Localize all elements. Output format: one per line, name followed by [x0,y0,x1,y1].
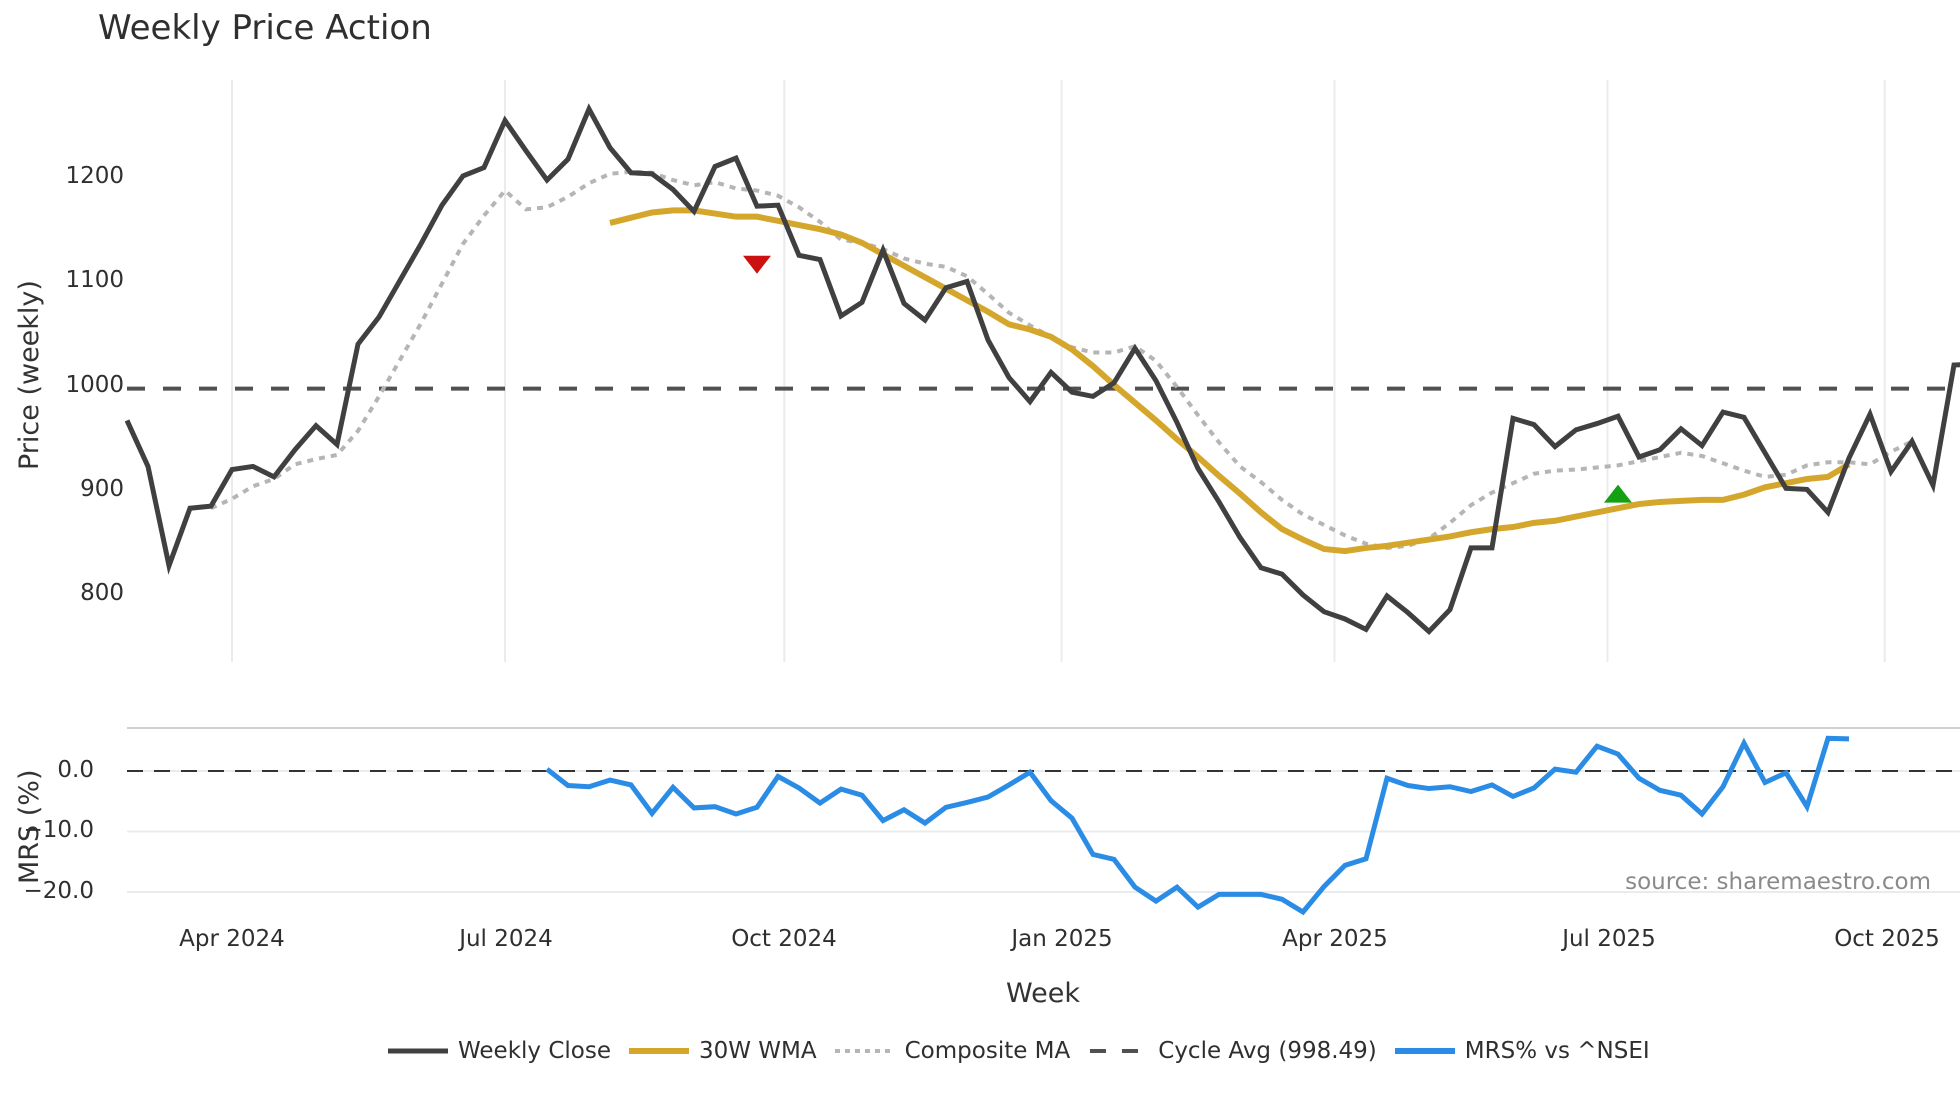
legend-item-composite-ma[interactable]: Composite MA [834,1038,1071,1064]
legend-label: Composite MA [904,1038,1071,1064]
x-tick-apr-2024: Apr 2024 [179,926,285,952]
legend-item-30w-wma[interactable]: 30W WMA [628,1038,817,1064]
legend-item-weekly-close[interactable]: Weekly Close [388,1038,611,1064]
x-tick-oct-2025: Oct 2025 [1834,926,1940,952]
x-tick-jul-2025: Jul 2025 [1562,926,1656,952]
signal-markers [743,255,1632,503]
mrs-tick-minus20: −20.0 [23,878,94,904]
buy-signal-triangle-icon [1604,484,1632,503]
price-tick-900: 900 [80,476,124,502]
sell-signal-triangle-icon [743,255,771,274]
legend-label: Cycle Avg (998.49) [1158,1038,1377,1064]
dotted-line-icon [834,1049,895,1053]
price-tick-1200: 1200 [65,163,124,189]
x-tick-oct-2024: Oct 2024 [731,926,837,952]
legend-label: MRS% vs ^NSEI [1464,1038,1650,1064]
solid-line-icon [388,1048,448,1054]
price-tick-800: 800 [80,580,124,606]
mrs-tick-0: 0.0 [57,757,94,783]
solid-line-icon [1394,1048,1455,1054]
source-credit: source: sharemaestro.com [1625,869,1931,895]
wma-line [609,207,1851,555]
legend-item-cycle-avg[interactable]: Cycle Avg (998.49) [1088,1038,1377,1064]
weekly-close-line [124,103,1960,636]
legend-label: 30W WMA [698,1038,817,1064]
x-tick-jul-2024: Jul 2024 [459,926,553,952]
mrs-line [545,735,1850,916]
solid-line-icon [628,1048,689,1054]
price-tick-1000: 1000 [65,372,124,398]
x-tick-apr-2025: Apr 2025 [1282,926,1388,952]
chart-title: Weekly Price Action [98,8,432,48]
mrs-tick-minus10: −10.0 [23,817,94,843]
price-tick-1100: 1100 [65,267,124,293]
series-group [124,103,1960,916]
legend-label: Weekly Close [458,1038,611,1064]
x-tick-jan-2025: Jan 2025 [1011,926,1113,952]
legend: Weekly Close 30W WMA Composite MA Cycle … [388,1038,1668,1064]
x-axis-title: Week [1006,978,1080,1009]
dashed-line-icon [1090,1049,1149,1053]
legend-item-mrs[interactable]: MRS% vs ^NSEI [1394,1038,1650,1064]
